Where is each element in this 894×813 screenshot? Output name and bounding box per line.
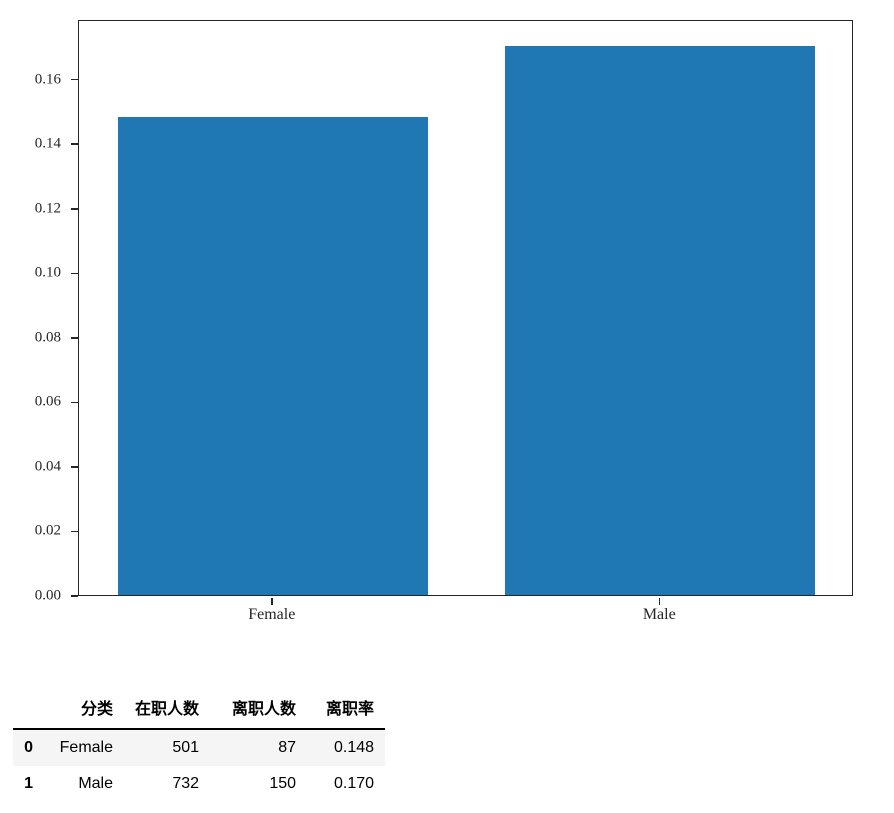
y-tick-label: 0.00 [34,587,61,604]
y-tick-mark [71,78,78,81]
cell-category: Female [59,739,113,756]
header-category: 分类 [44,684,124,730]
y-tick-label: 0.08 [34,329,61,346]
x-tick-label-male: Male [642,606,676,623]
y-tick-mark [71,208,78,210]
header-left-count: 离职人数 [210,684,308,730]
header-rate: 离职率 [307,684,386,730]
x-tick-mark [658,597,660,605]
y-tick-label: 0.06 [34,393,61,410]
row-index: 0 [24,739,33,756]
y-tick-label: 0.16 [34,71,61,88]
plot-area [78,20,853,596]
cell-left-count: 150 [269,775,297,792]
cell-active-count: 732 [172,775,200,792]
y-tick-mark [71,595,78,597]
bar-male [505,46,816,595]
cell-rate: 0.170 [333,775,375,792]
dataframe-table: 分类 在职人数 离职人数 离职率 0 Female 501 87 0.148 1… [13,684,386,802]
y-tick-mark [71,143,78,145]
y-tick-mark [71,466,78,468]
row-index: 1 [24,775,33,792]
cell-rate: 0.148 [333,739,375,756]
x-tick-mark [271,597,273,605]
cell-active-count: 501 [172,739,200,756]
y-tick-mark [71,272,78,275]
table-header-row: 分类 在职人数 离职人数 离职率 [13,684,386,730]
table-row: 1 Male 732 150 0.170 [13,766,385,802]
x-tick-label-female: Female [248,606,296,623]
header-active-count: 在职人数 [124,684,211,730]
y-tick-label: 0.02 [34,522,61,539]
header-index [13,684,44,730]
y-tick-mark [71,401,78,404]
y-tick-label: 0.10 [34,264,61,281]
y-tick-label: 0.12 [34,200,61,217]
y-tick-mark [71,530,78,533]
y-tick-label: 0.14 [34,135,61,152]
cell-left-count: 87 [278,739,297,756]
y-tick-label: 0.04 [34,458,61,475]
bar-female [117,117,428,595]
dataframe-section: 分类 在职人数 离职人数 离职率 0 Female 501 87 0.148 1… [13,684,386,802]
y-tick-mark [71,337,78,339]
cell-category: Male [78,775,113,792]
bar-chart-figure: 0.00 0.02 0.04 0.06 0.08 0.10 0.12 0.14 0.16 Fema… [34,20,853,623]
table-row: 0 Female 501 87 0.148 [13,729,386,766]
